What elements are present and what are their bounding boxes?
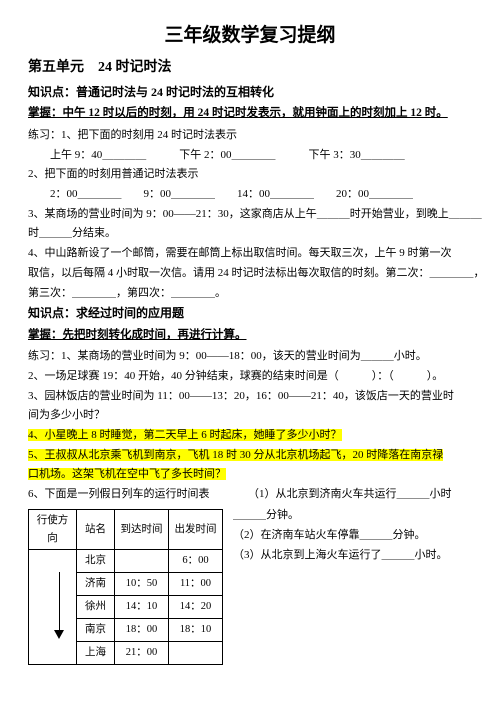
cell-arrive bbox=[115, 550, 169, 573]
table-row: 北京 6：00 bbox=[29, 550, 223, 573]
table-row-wrap: 行使方向 站名 到达时间 出发时间 北京 6：00 济南 10：50 11：00 bbox=[28, 505, 472, 665]
practice-5b: 口机场。这架飞机在空中飞了多长时间？ bbox=[28, 465, 472, 484]
cell-depart: 18：10 bbox=[169, 618, 223, 641]
page-title: 三年级数学复习提纲 bbox=[28, 20, 472, 52]
highlight-q5a: 5、王叔叔从北京乘飞机到南京，飞机 18 时 30 分从北京机场起飞，20 时降… bbox=[28, 449, 443, 461]
knowledge-point-2: 知识点：求经过时间的应用题 bbox=[28, 303, 472, 323]
cell-station: 徐州 bbox=[77, 596, 115, 619]
unit-heading: 第五单元 24 时记时法 bbox=[28, 56, 472, 80]
right-questions: ＿＿＿分钟。 （2）在济南车站火车停靠＿＿＿分钟。 （3）从北京到上海火车运行了… bbox=[233, 505, 448, 566]
practice-3a: 3、园林饭店的营业时间为 11：00——13：20，16：00——21：40，该… bbox=[28, 387, 472, 406]
cell-arrive: 14：10 bbox=[115, 596, 169, 619]
exercise-2-items: 2：00＿＿＿＿ 9：00＿＿＿＿ 14：00＿＿＿＿ 20：00＿＿＿＿ bbox=[28, 185, 472, 204]
cell-depart: 6：00 bbox=[169, 550, 223, 573]
th-station: 站名 bbox=[77, 509, 115, 550]
exercise-1: 练习：1、把下面的时刻用 24 时记时法表示 bbox=[28, 126, 472, 145]
master-rule-1: 掌握：中午 12 时以后的时刻，用 24 时记时发表示，就用钟面上的时刻加上 1… bbox=[28, 104, 472, 124]
th-direction: 行使方向 bbox=[29, 509, 77, 550]
practice-4: 4、小星晚上 8 时睡觉，第二天早上 6 时起床，她睡了多少小时？ bbox=[28, 426, 472, 445]
train-timetable: 行使方向 站名 到达时间 出发时间 北京 6：00 济南 10：50 11：00 bbox=[28, 509, 223, 665]
practice-1: 练习：1、某商场的营业时间为 9：00——18：00，该天的营业时间为＿＿＿小时… bbox=[28, 347, 472, 366]
exercise-3a: 3、某商场的营业时间为 9：00——21：30，这家商店从上午＿＿＿时开始营业，… bbox=[28, 205, 472, 224]
cell-station: 北京 bbox=[77, 550, 115, 573]
exercise-1-items: 上午 9：40＿＿＿＿ 下午 2：00＿＿＿＿ 下午 3：30＿＿＿＿ bbox=[28, 146, 472, 165]
highlight-q4: 4、小星晚上 8 时睡觉，第二天早上 6 时起床，她睡了多少小时？ bbox=[28, 429, 342, 441]
exercise-4a: 4、中山路新设了一个邮筒，需要在邮筒上标出取信时间。每天取三次，上午 9 时第一… bbox=[28, 244, 472, 263]
exercise-4c: 第三次：＿＿＿＿，第四次：＿＿＿＿。 bbox=[28, 284, 472, 303]
q6-part3: （3）从北京到上海火车运行了＿＿＿小时。 bbox=[233, 545, 448, 565]
cell-station: 上海 bbox=[77, 641, 115, 664]
th-arrive: 到达时间 bbox=[115, 509, 169, 550]
cell-arrive: 21：00 bbox=[115, 641, 169, 664]
exercise-3b: 时＿＿＿分结束。 bbox=[28, 224, 472, 243]
cell-arrive: 10：50 bbox=[115, 573, 169, 596]
cell-depart: 11：00 bbox=[169, 573, 223, 596]
cell-arrive: 18：00 bbox=[115, 618, 169, 641]
practice-2: 2、一场足球赛 19：40 开始，40 分钟结束，球赛的结束时间是（ ）：（ ）… bbox=[28, 367, 472, 386]
exercise-2: 2、把下面的时刻用普通记时法表示 bbox=[28, 165, 472, 184]
th-depart: 出发时间 bbox=[169, 509, 223, 550]
practice-6: 6、下面是一列假日列车的运行时间表 （1）从北京到济南火车共运行＿＿＿小时 bbox=[28, 485, 472, 504]
practice-5a: 5、王叔叔从北京乘飞机到南京，飞机 18 时 30 分从北京机场起飞，20 时降… bbox=[28, 446, 472, 465]
highlight-q5b: 口机场。这架飞机在空中飞了多长时间？ bbox=[28, 468, 226, 480]
practice-3b: 间为多少小时？ bbox=[28, 406, 472, 425]
q6-part2: （2）在济南车站火车停靠＿＿＿分钟。 bbox=[233, 525, 448, 545]
direction-cell bbox=[29, 550, 77, 664]
q6-part1b: ＿＿＿分钟。 bbox=[233, 505, 448, 525]
cell-depart: 14：20 bbox=[169, 596, 223, 619]
master-rule-2: 掌握：先把时刻转化成时间，再进行计算。 bbox=[28, 326, 472, 346]
exercise-4b: 取信，以后每隔 4 小时取一次信。请用 24 时记时法标出每次取信的时刻。第二次… bbox=[28, 264, 472, 283]
arrow-down-icon bbox=[56, 572, 64, 642]
cell-station: 南京 bbox=[77, 618, 115, 641]
knowledge-point-1: 知识点：普通记时法与 24 时记时法的互相转化 bbox=[28, 82, 472, 102]
worksheet-page: 三年级数学复习提纲 第五单元 24 时记时法 知识点：普通记时法与 24 时记时… bbox=[0, 0, 500, 706]
table-block: 行使方向 站名 到达时间 出发时间 北京 6：00 济南 10：50 11：00 bbox=[28, 505, 223, 665]
cell-depart bbox=[169, 641, 223, 664]
table-header-row: 行使方向 站名 到达时间 出发时间 bbox=[29, 509, 223, 550]
cell-station: 济南 bbox=[77, 573, 115, 596]
